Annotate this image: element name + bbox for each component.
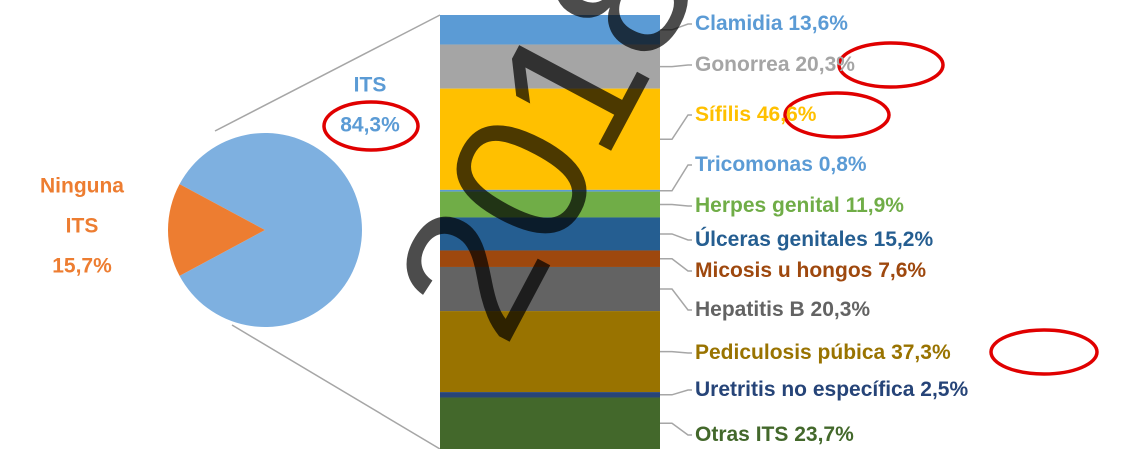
highlight-ellipse	[989, 328, 1099, 376]
value-label: 13,6%	[788, 12, 848, 35]
annotations	[322, 41, 1099, 376]
bar-label: Clamidia 13,6%	[695, 12, 848, 35]
leader-line	[660, 257, 692, 272]
bar-segment	[440, 191, 660, 218]
bar-segment	[440, 397, 660, 449]
series-name: Uretritis no específica	[695, 378, 915, 401]
pie-slice	[168, 184, 265, 276]
value-label: 15,2%	[874, 228, 934, 251]
bar-label: Herpes genital 11,9%	[695, 194, 904, 217]
value-label: 20,3%	[811, 298, 871, 321]
connector-line	[231, 324, 441, 449]
highlight-ellipse	[837, 41, 945, 89]
pie-value-label: 15,7%	[52, 255, 112, 278]
series-name: Sífilis	[695, 103, 751, 126]
series-name: Úlceras genitales	[695, 227, 868, 251]
leader-line	[660, 203, 692, 207]
leader-line	[660, 23, 692, 31]
bar-segment	[440, 189, 660, 192]
bar-segment	[440, 392, 660, 398]
value-label: 20,3%	[795, 53, 855, 76]
series-name: Pediculosis púbica	[695, 341, 886, 364]
series-name: Tricomonas	[695, 153, 813, 176]
leader-line	[660, 350, 692, 354]
watermark: 2018	[354, 0, 740, 369]
value-label: 23,7%	[794, 423, 854, 446]
bar-label: Sífilis 46,6%	[695, 103, 817, 126]
bar-segment	[440, 217, 660, 251]
bar-segment	[440, 311, 660, 393]
bar-segment	[440, 44, 660, 89]
bar-label: Otras ITS 23,7%	[695, 423, 854, 446]
value-label: 2,5%	[920, 378, 968, 401]
series-name: Gonorrea	[695, 53, 790, 76]
value-label: 37,3%	[891, 341, 951, 364]
bar-segment	[440, 266, 660, 312]
highlight-ellipse	[783, 91, 891, 139]
bar-label: Uretritis no específica 2,5%	[695, 378, 968, 401]
pie-slice	[179, 132, 363, 327]
bar-segment	[440, 15, 660, 45]
pie-value-label: 84,3%	[340, 114, 400, 137]
connector-line	[214, 14, 441, 132]
bar-label: Micosis u hongos 7,6%	[695, 259, 926, 282]
leader-line	[660, 164, 692, 192]
bar-segment	[440, 250, 660, 267]
leader-line	[660, 389, 692, 396]
bar-segment	[440, 88, 660, 190]
bar-label: Úlceras genitales 15,2%	[695, 227, 933, 251]
pie-label: ITS	[354, 74, 387, 97]
series-name: Otras ITS	[695, 423, 788, 446]
marks	[168, 15, 692, 449]
bar-label: Pediculosis púbica 37,3%	[695, 341, 951, 364]
series-name: Clamidia	[695, 12, 783, 35]
value-label: 11,9%	[846, 194, 905, 217]
pie-label: Ninguna	[40, 175, 124, 198]
bar-label: Hepatitis B 20,3%	[695, 298, 870, 321]
leader-line	[660, 422, 692, 436]
leader-line	[660, 233, 692, 241]
value-label: 46,6%	[757, 103, 817, 126]
leader-line	[660, 114, 692, 140]
bar-label: Tricomonas 0,8%	[695, 153, 867, 176]
value-label: 0,8%	[819, 153, 867, 176]
leader-line	[660, 288, 692, 311]
series-name: Micosis u hongos	[695, 259, 872, 282]
pie-label: ITS	[66, 215, 99, 238]
series-name: Herpes genital	[695, 194, 840, 217]
bar-label: Gonorrea 20,3%	[695, 53, 855, 76]
highlight-ellipse	[322, 100, 420, 152]
value-label: 7,6%	[878, 259, 926, 282]
leader-line	[660, 64, 692, 68]
series-name: Hepatitis B	[695, 298, 805, 321]
